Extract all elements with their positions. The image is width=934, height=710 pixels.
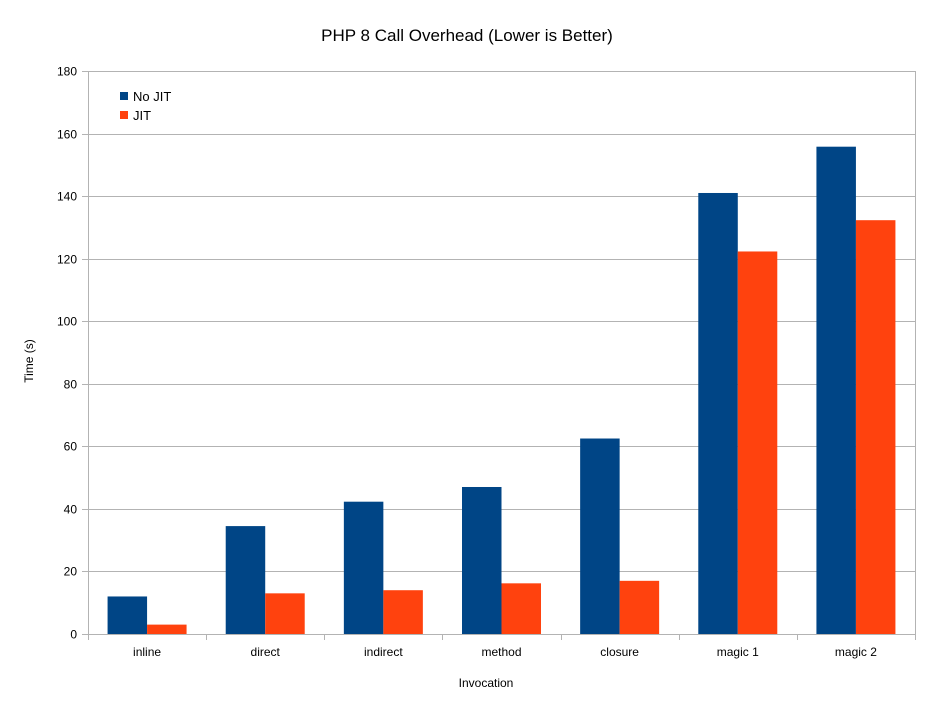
bar-jit-closure [619, 580, 660, 634]
y-tick-label: 140 [57, 190, 77, 204]
x-axis-title: Invocation [459, 676, 514, 690]
bar-jit-indirect [383, 590, 423, 634]
y-tick-label: 20 [64, 565, 78, 579]
y-tick-label: 100 [57, 315, 77, 329]
x-tick-label: closure [600, 645, 639, 659]
bar-no-jit-indirect [343, 501, 384, 634]
bar-no-jit-inline [107, 596, 148, 634]
bar-no-jit-magic-2 [816, 146, 856, 635]
bar-jit-magic-2 [855, 220, 896, 634]
chart-title: PHP 8 Call Overhead (Lower is Better) [321, 26, 613, 45]
grid-lines [88, 71, 915, 572]
x-tick-label: inline [133, 645, 161, 659]
axes: 0 20 40 60 80 100 120 140 160 180 inline direct indi… [57, 65, 916, 659]
y-tick-label: 60 [64, 440, 78, 454]
legend-label: JIT [133, 108, 151, 123]
y-tick-label: 180 [57, 65, 77, 79]
bar-jit-method [501, 583, 541, 634]
x-tick-label: direct [251, 645, 281, 659]
y-tick-label: 0 [70, 628, 77, 642]
legend: No JIT JIT [120, 89, 171, 123]
legend-swatch [120, 111, 128, 119]
bar-no-jit-method [462, 486, 502, 634]
x-tick-label: magic 1 [717, 645, 759, 659]
y-tick-label: 120 [57, 253, 77, 267]
y-tick-label: 40 [64, 503, 78, 517]
bar-no-jit-magic-1 [698, 192, 738, 634]
bar-no-jit-closure [580, 438, 620, 634]
y-tick-label: 80 [64, 378, 78, 392]
bar-jit-magic-1 [737, 251, 778, 634]
y-axis-title: Time (s) [22, 339, 36, 383]
legend-swatch [120, 92, 128, 100]
bar-no-jit-direct [225, 526, 266, 634]
bars [107, 146, 896, 635]
x-tick-label: indirect [364, 645, 403, 659]
x-tick-label: method [481, 645, 521, 659]
x-tick-label: magic 2 [835, 645, 877, 659]
bar-jit-inline [147, 624, 187, 634]
legend-label: No JIT [133, 89, 171, 104]
y-tick-label: 160 [57, 128, 77, 142]
bar-jit-direct [265, 593, 305, 634]
